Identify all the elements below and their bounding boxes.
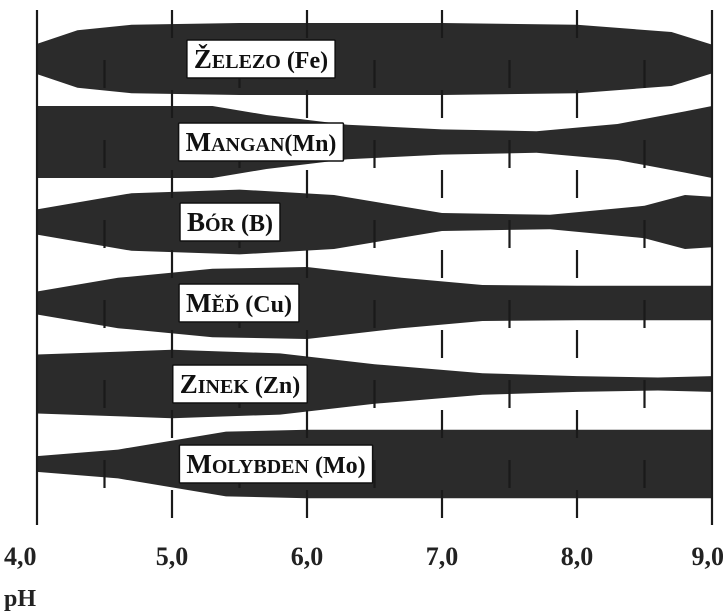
series-label-initial: Ž (194, 44, 212, 74)
series-label-text-2: BÓR (B) (187, 207, 273, 237)
series-label-smallcaps: ANGAN (211, 134, 285, 156)
series-label-5: MOLYBDEN (Mo) (178, 444, 374, 484)
series-label-box-2 (179, 202, 281, 242)
series-label-text-1: MANGAN(Mn) (186, 127, 337, 157)
series-label-symbol: (Mn) (284, 131, 336, 157)
series-label-initial: M (186, 449, 211, 479)
series-label-initial: B (187, 207, 205, 237)
series-label-symbol: (Cu) (239, 292, 292, 318)
series-label-text-4: ZINEK (Zn) (180, 369, 300, 399)
series-label-box-4 (172, 364, 308, 404)
gridlines-layer (35, 10, 714, 525)
x-axis-title: pH (4, 586, 36, 612)
tick-label-4: 8,0 (561, 542, 594, 571)
series-label-initial: Z (180, 369, 198, 399)
series-label-symbol: (Mo) (309, 453, 366, 479)
tick-label-0: 4,0 (4, 542, 37, 571)
series-label-4: ZINEK (Zn) (172, 364, 308, 404)
series-label-box-1 (177, 122, 345, 162)
series-label-box-3 (178, 283, 300, 323)
series-label-text-5: MOLYBDEN (Mo) (186, 449, 365, 479)
series-label-initial: M (186, 288, 211, 318)
series-label-smallcaps: ĚĎ (212, 293, 240, 317)
tick-label-1: 5,0 (156, 542, 189, 571)
series-label-1: MANGAN(Mn) (177, 122, 345, 162)
series-label-box-5 (178, 444, 374, 484)
series-label-3: MĚĎ (Cu) (178, 283, 300, 323)
series-label-symbol: (B) (235, 211, 273, 237)
series-label-text-3: MĚĎ (Cu) (186, 288, 292, 318)
series-label-text-0: ŽELEZO (Fe) (194, 44, 328, 74)
series-label-symbol: (Fe) (281, 48, 328, 74)
series-label-smallcaps: ÓR (205, 212, 236, 236)
series-label-symbol: (Zn) (249, 373, 300, 399)
tick-label-5: 9,0 (692, 542, 725, 571)
tick-label-3: 7,0 (426, 542, 459, 571)
bands-layer (37, 23, 712, 499)
tick-labels-layer: 4,0 5,0 6,0 7,0 8,0 9,0 (4, 542, 724, 571)
series-label-smallcaps: ELEZO (212, 51, 281, 73)
series-label-smallcaps: OLYBDEN (212, 456, 310, 478)
tick-label-2: 6,0 (291, 542, 324, 571)
series-label-box-0 (186, 39, 336, 79)
series-label-initial: M (186, 127, 211, 157)
series-label-2: BÓR (B) (179, 202, 281, 242)
series-labels-layer: ŽELEZO (Fe)MANGAN(Mn)BÓR (B)MĚĎ (Cu)ZINE… (172, 39, 374, 484)
series-label-0: ŽELEZO (Fe) (186, 39, 336, 79)
series-label-smallcaps: INEK (198, 376, 250, 398)
